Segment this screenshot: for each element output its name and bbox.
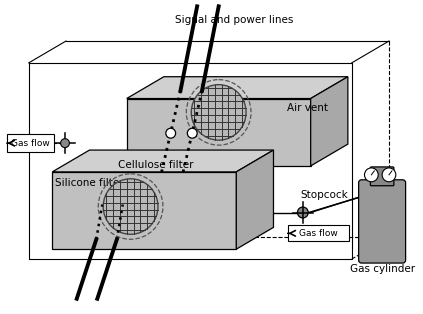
Circle shape — [365, 168, 378, 182]
Circle shape — [187, 128, 197, 138]
Text: Air vent: Air vent — [287, 103, 328, 113]
FancyBboxPatch shape — [359, 180, 406, 263]
FancyBboxPatch shape — [288, 225, 349, 241]
Circle shape — [191, 85, 246, 140]
FancyBboxPatch shape — [7, 134, 54, 152]
Circle shape — [297, 207, 308, 218]
Polygon shape — [52, 172, 236, 249]
Text: Stopcock: Stopcock — [300, 190, 348, 200]
Polygon shape — [236, 150, 274, 249]
FancyBboxPatch shape — [371, 167, 394, 186]
Circle shape — [60, 139, 69, 148]
Polygon shape — [126, 99, 310, 166]
Text: Signal and power lines: Signal and power lines — [175, 15, 294, 25]
Polygon shape — [310, 77, 348, 166]
Circle shape — [103, 179, 158, 234]
Polygon shape — [52, 150, 274, 172]
Text: Gas flow: Gas flow — [11, 138, 50, 148]
Circle shape — [382, 168, 396, 182]
Text: Gas flow: Gas flow — [299, 229, 338, 238]
Polygon shape — [126, 77, 348, 99]
Circle shape — [166, 128, 176, 138]
Text: Gas cylinder: Gas cylinder — [349, 264, 415, 274]
Text: Cellulose filter: Cellulose filter — [118, 160, 194, 170]
Text: Silicone filter: Silicone filter — [55, 178, 124, 188]
